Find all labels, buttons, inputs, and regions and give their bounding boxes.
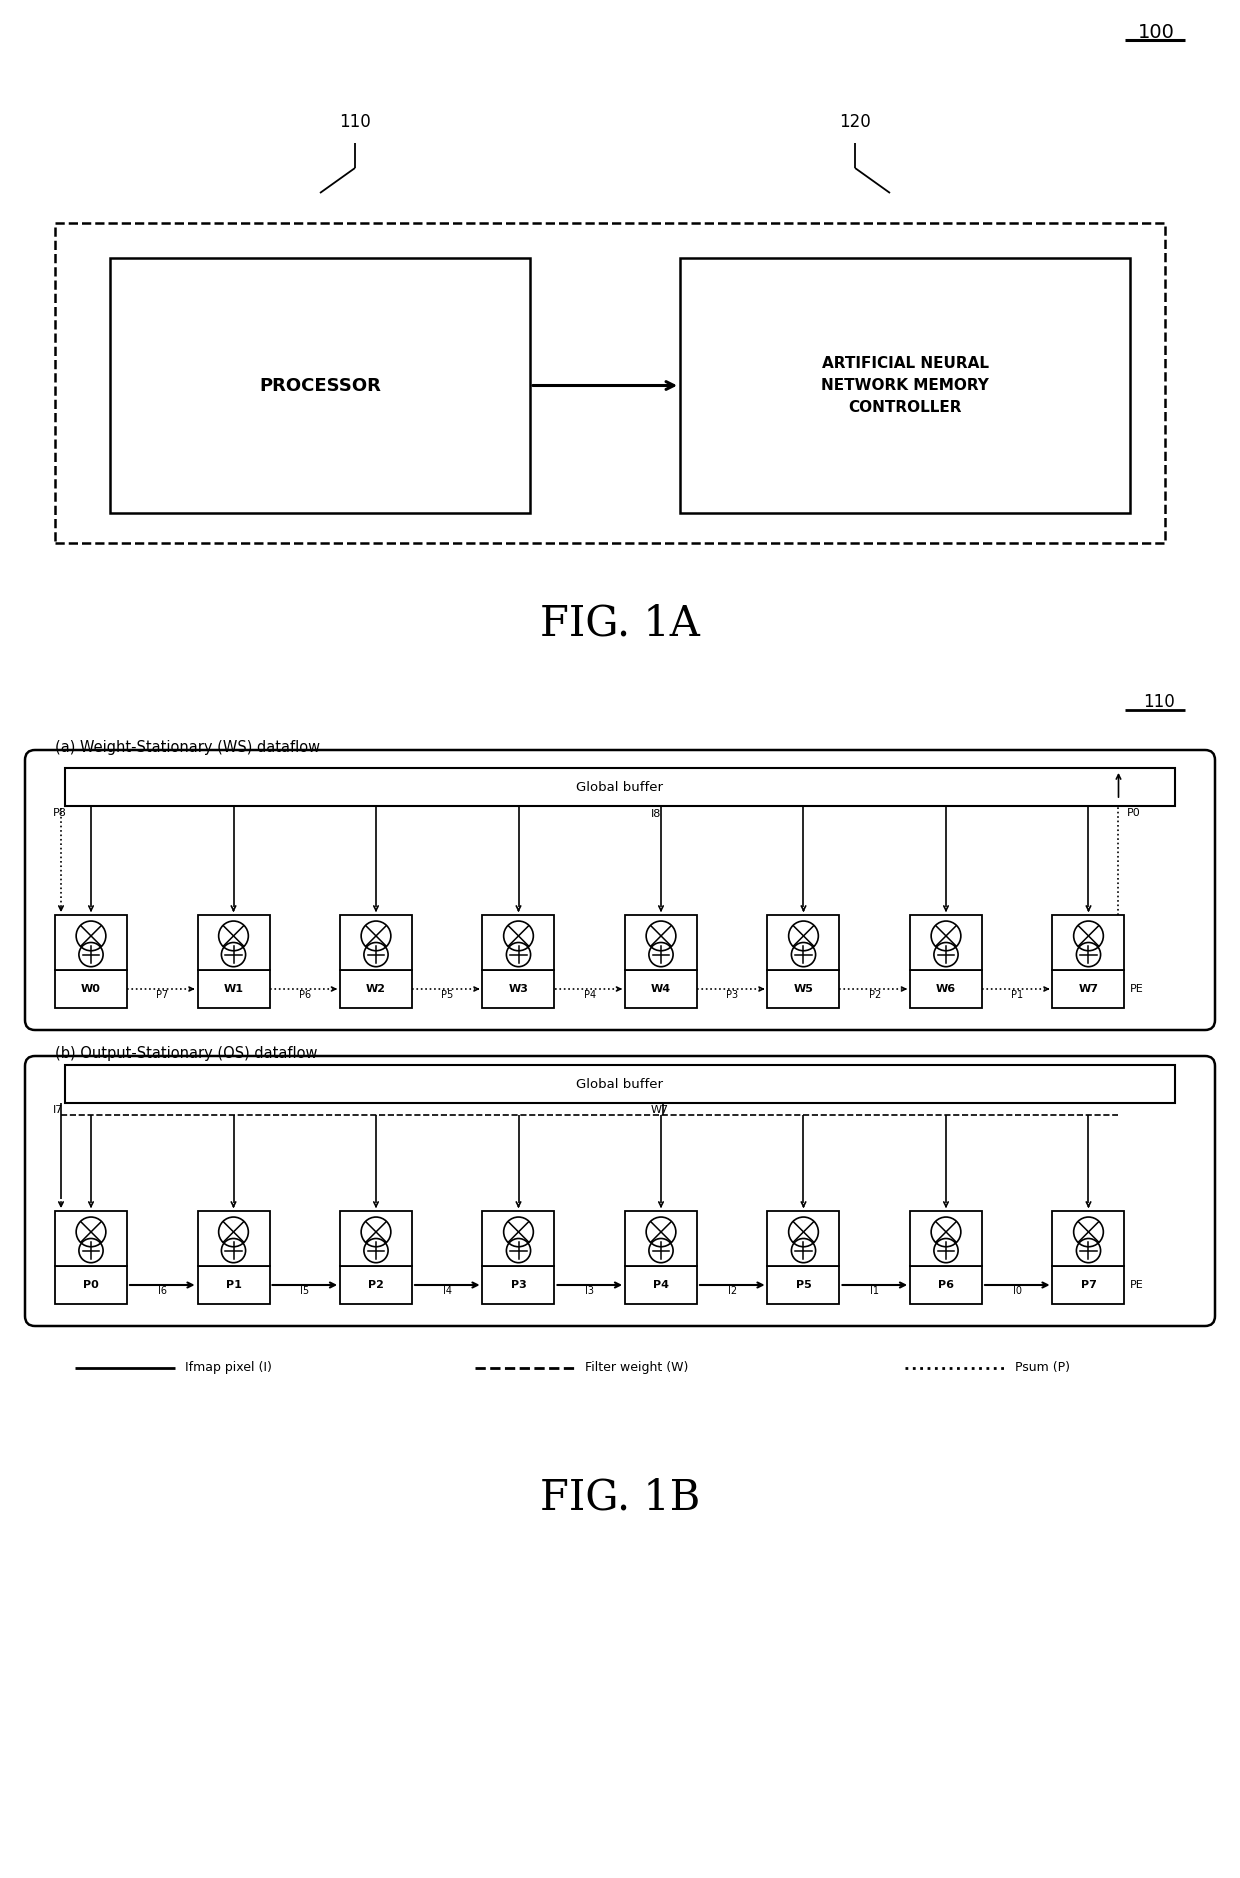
Bar [910, 1211, 982, 1266]
Text: I6: I6 [157, 1286, 166, 1296]
FancyBboxPatch shape [25, 1055, 1215, 1326]
Text: W7: W7 [651, 1104, 670, 1116]
Bar [55, 1211, 126, 1266]
Text: P5: P5 [796, 1281, 811, 1290]
Bar [910, 915, 982, 971]
Bar [55, 1266, 126, 1303]
Bar [110, 257, 529, 513]
Text: P6: P6 [937, 1281, 954, 1290]
Bar [340, 915, 412, 971]
Text: P3: P3 [511, 1281, 526, 1290]
Bar [340, 971, 412, 1008]
Text: I0: I0 [1013, 1286, 1022, 1296]
Text: W5: W5 [794, 984, 813, 993]
Text: P4: P4 [584, 990, 595, 999]
Bar [768, 1266, 839, 1303]
Text: P0: P0 [83, 1281, 99, 1290]
Bar [197, 915, 269, 971]
Text: P7: P7 [1080, 1281, 1096, 1290]
Text: 100: 100 [1138, 23, 1176, 41]
Text: P2: P2 [869, 990, 880, 999]
Text: PROCESSOR: PROCESSOR [259, 376, 381, 394]
Text: W1: W1 [223, 984, 243, 993]
Text: (a) Weight-Stationary (WS) dataflow: (a) Weight-Stationary (WS) dataflow [55, 740, 320, 755]
Text: W6: W6 [936, 984, 956, 993]
Bar [768, 1211, 839, 1266]
Bar [625, 1266, 697, 1303]
Bar [910, 971, 982, 1008]
Text: I1: I1 [870, 1286, 879, 1296]
Text: Psum (P): Psum (P) [1016, 1362, 1070, 1375]
Text: W0: W0 [81, 984, 100, 993]
Text: W7: W7 [1079, 984, 1099, 993]
Bar [625, 915, 697, 971]
Text: P4: P4 [653, 1281, 670, 1290]
Text: (b) Output-Stationary (OS) dataflow: (b) Output-Stationary (OS) dataflow [55, 1046, 317, 1061]
Text: P0: P0 [1126, 808, 1141, 819]
Text: 120: 120 [839, 113, 870, 131]
Bar [55, 223, 1166, 543]
Text: I4: I4 [443, 1286, 451, 1296]
Text: PE: PE [1130, 984, 1143, 993]
Bar [197, 1211, 269, 1266]
Bar [64, 768, 1176, 806]
Text: PE: PE [1130, 1281, 1143, 1290]
Bar [55, 971, 126, 1008]
Bar [482, 1266, 554, 1303]
Bar [1053, 1211, 1125, 1266]
Bar [1053, 915, 1125, 971]
Bar [910, 1266, 982, 1303]
Text: I3: I3 [585, 1286, 594, 1296]
Text: P1: P1 [226, 1281, 242, 1290]
Bar [340, 1211, 412, 1266]
Text: W2: W2 [366, 984, 386, 993]
FancyBboxPatch shape [25, 749, 1215, 1029]
Bar [482, 915, 554, 971]
Text: 110: 110 [339, 113, 371, 131]
Text: P2: P2 [368, 1281, 384, 1290]
Text: W3: W3 [508, 984, 528, 993]
Text: FIG. 1B: FIG. 1B [539, 1476, 701, 1519]
Text: I7: I7 [53, 1104, 63, 1116]
Text: I2: I2 [728, 1286, 737, 1296]
Text: P1: P1 [1011, 990, 1023, 999]
Bar [340, 1266, 412, 1303]
Text: I5: I5 [300, 1286, 309, 1296]
Text: P6: P6 [299, 990, 311, 999]
Text: P3: P3 [727, 990, 738, 999]
Text: Global buffer: Global buffer [577, 781, 663, 794]
Text: P8: P8 [53, 808, 67, 819]
Bar [64, 1065, 1176, 1102]
Bar [197, 1266, 269, 1303]
Bar [768, 915, 839, 971]
Text: ARTIFICIAL NEURAL
NETWORK MEMORY
CONTROLLER: ARTIFICIAL NEURAL NETWORK MEMORY CONTROL… [821, 355, 990, 415]
Text: Global buffer: Global buffer [577, 1078, 663, 1091]
Bar [482, 1211, 554, 1266]
Bar [680, 257, 1130, 513]
Text: P7: P7 [156, 990, 169, 999]
Bar [197, 971, 269, 1008]
Bar [768, 971, 839, 1008]
Bar [55, 915, 126, 971]
Text: Filter weight (W): Filter weight (W) [585, 1362, 688, 1375]
Bar [1053, 1266, 1125, 1303]
Text: P5: P5 [441, 990, 454, 999]
Bar [482, 971, 554, 1008]
Text: W4: W4 [651, 984, 671, 993]
Text: FIG. 1A: FIG. 1A [541, 603, 699, 644]
Text: I8: I8 [651, 809, 661, 819]
Bar [625, 971, 697, 1008]
Text: 110: 110 [1143, 693, 1176, 712]
Bar [625, 1211, 697, 1266]
Text: Ifmap pixel (I): Ifmap pixel (I) [185, 1362, 272, 1375]
Bar [1053, 971, 1125, 1008]
